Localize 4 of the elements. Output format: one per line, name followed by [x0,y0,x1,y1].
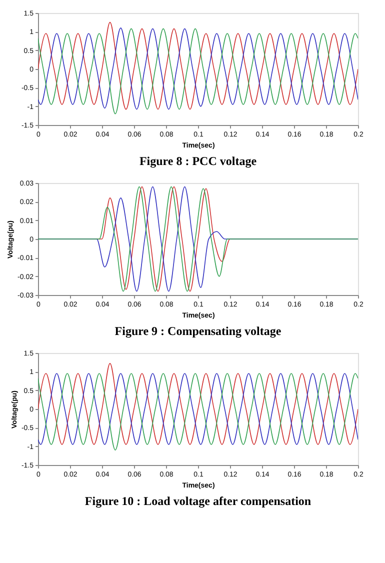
line-series [38,186,358,292]
text: Figure 10 : Load voltage after compensation [84,494,312,508]
text: Figure 8 : PCC voltage [139,154,258,168]
text: Figure 9 : Compensating voltage [114,324,282,338]
